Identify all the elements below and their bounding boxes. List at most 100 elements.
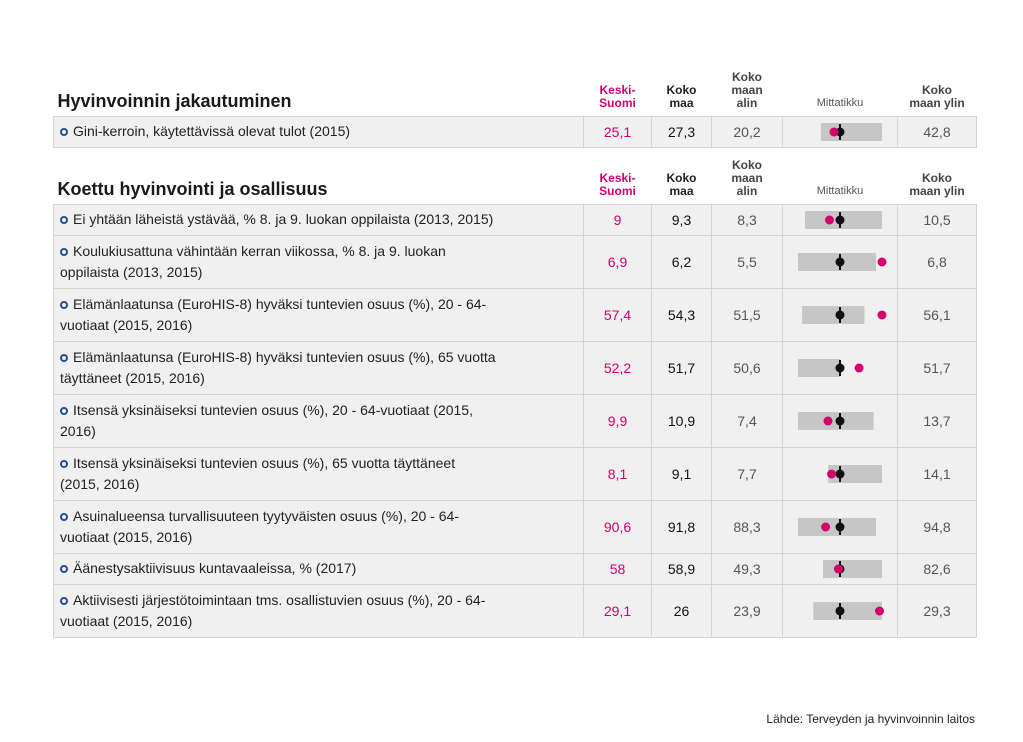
indicator-label[interactable]: Itsensä yksinäiseksi tuntevien osuus (%)…	[53, 393, 584, 448]
table-row: Koulukiusattuna vähintään kerran viikoss…	[53, 234, 977, 289]
meter-region-marker	[829, 127, 839, 136]
indicator-label-line: Aktiivisesti järjestötoimintaan tms. osa…	[73, 591, 486, 608]
indicator-label[interactable]: Itsensä yksinäiseksi tuntevien osuus (%)…	[53, 446, 584, 501]
indicator-label[interactable]: Gini-kerroin, käytettävissä olevat tulot…	[53, 115, 584, 148]
value-koko-maan-alin: 88,3	[711, 499, 783, 554]
meter-range-bar	[798, 358, 840, 377]
value-keski-suomi: 57,4	[583, 287, 652, 342]
value-koko-maa: 9,3	[651, 203, 712, 236]
meter-region-marker	[875, 606, 884, 615]
indicator-label-line: Äänestysaktiivisuus kuntavaaleissa, % (2…	[73, 560, 357, 576]
header-keski-suomi: Keski- Suomi	[583, 58, 652, 117]
meter-range-bar	[823, 559, 882, 578]
table-row: Aktiivisesti järjestötoimintaan tms. osa…	[53, 583, 977, 638]
indicator-label-line: 2016)	[60, 422, 96, 439]
indicator-label[interactable]: Elämänlaatunsa (EuroHIS-8) hyväksi tunte…	[53, 340, 584, 395]
mittatikku-cell	[782, 115, 898, 148]
value-koko-maan-ylin: 94,8	[897, 499, 977, 554]
bullet-icon	[60, 459, 68, 468]
value-koko-maan-alin: 23,9	[711, 583, 783, 638]
bullet-icon	[60, 128, 68, 136]
meter-region-marker	[821, 522, 831, 531]
meter-country-marker	[835, 606, 845, 615]
mittatikku-cell	[782, 203, 898, 236]
indicator-label[interactable]: Elämänlaatunsa (EuroHIS-8) hyväksi tunte…	[53, 287, 584, 342]
meter-country-marker	[835, 363, 845, 372]
indicator-label[interactable]: Ei yhtään läheistä ystävää, % 8. ja 9. l…	[53, 203, 584, 236]
header-keski-suomi: Keski- Suomi	[583, 150, 652, 205]
value-koko-maa: 6,2	[651, 234, 712, 289]
value-koko-maa: 26	[651, 583, 712, 638]
value-keski-suomi: 25,1	[583, 115, 652, 148]
bullet-icon	[60, 596, 68, 605]
indicator-label[interactable]: Koulukiusattuna vähintään kerran viikoss…	[53, 234, 584, 289]
value-keski-suomi: 90,6	[583, 499, 652, 554]
indicator-label[interactable]: Asuinalueensa turvallisuuteen tyytyväist…	[53, 499, 584, 554]
value-koko-maa: 58,9	[651, 552, 712, 585]
value-koko-maa: 54,3	[651, 287, 712, 342]
source-note: Lähde: Terveyden ja hyvinvoinnin laitos	[766, 712, 975, 726]
indicator-label-line: Ei yhtään läheistä ystävää, % 8. ja 9. l…	[73, 211, 494, 227]
value-keski-suomi: 9,9	[583, 393, 652, 448]
meter-region-marker	[833, 564, 843, 573]
value-koko-maan-ylin: 82,6	[897, 552, 977, 585]
indicator-label[interactable]: Aktiivisesti järjestötoimintaan tms. osa…	[53, 583, 584, 638]
header-koko-maa: Koko maa	[651, 58, 712, 117]
value-koko-maan-alin: 7,4	[711, 393, 783, 448]
bullet-icon	[60, 406, 68, 415]
value-koko-maan-alin: 20,2	[711, 115, 783, 148]
mittatikku-meter	[805, 210, 882, 229]
meter-range-bar	[802, 305, 865, 324]
value-koko-maan-ylin: 13,7	[897, 393, 977, 448]
value-koko-maan-ylin: 51,7	[897, 340, 977, 395]
indicator-label-line: oppilaista (2013, 2015)	[60, 263, 203, 280]
header-mittatikku: Mittatikku	[782, 58, 898, 117]
table-hyvinvoinnin-jakautuminen: Hyvinvoinnin jakautuminen Keski- Suomi Ko…	[53, 58, 977, 148]
section-title: Hyvinvoinnin jakautuminen	[53, 58, 584, 117]
value-koko-maa: 10,9	[651, 393, 712, 448]
value-koko-maan-ylin: 42,8	[897, 115, 977, 148]
meter-region-marker	[854, 363, 864, 372]
table-row: Äänestysaktiivisuus kuntavaaleissa, % (2…	[53, 552, 977, 585]
meter-region-marker	[825, 215, 834, 224]
mittatikku-cell	[782, 287, 898, 342]
table-row: Elämänlaatunsa (EuroHIS-8) hyväksi tunte…	[53, 340, 977, 395]
header-mittatikku: Mittatikku	[782, 150, 898, 205]
table-row: Itsensä yksinäiseksi tuntevien osuus (%)…	[53, 446, 977, 501]
value-koko-maa: 91,8	[651, 499, 712, 554]
value-koko-maan-ylin: 29,3	[897, 583, 977, 638]
indicator-label-line: Elämänlaatunsa (EuroHIS-8) hyväksi tunte…	[73, 348, 496, 365]
indicator-label-line: Itsensä yksinäiseksi tuntevien osuus (%)…	[73, 454, 456, 471]
bullet-icon	[60, 565, 68, 573]
header-koko-maan-ylin: Koko maan ylin	[897, 58, 977, 117]
mittatikku-meter	[798, 252, 887, 271]
indicator-label-line: Koulukiusattuna vähintään kerran viikoss…	[73, 242, 446, 259]
mittatikku-cell	[782, 393, 898, 448]
indicator-label-line: vuotiaat (2015, 2016)	[60, 528, 193, 545]
indicator-label-line: täyttäneet (2015, 2016)	[60, 369, 205, 386]
value-koko-maa: 51,7	[651, 340, 712, 395]
mittatikku-cell	[782, 552, 898, 585]
header-koko-maa: Koko maa	[651, 150, 712, 205]
value-koko-maan-alin: 50,6	[711, 340, 783, 395]
table-row: Gini-kerroin, käytettävissä olevat tulot…	[53, 115, 977, 148]
indicator-label[interactable]: Äänestysaktiivisuus kuntavaaleissa, % (2…	[53, 552, 584, 585]
value-koko-maan-alin: 51,5	[711, 287, 783, 342]
mittatikku-meter	[798, 411, 874, 430]
indicator-label-line: Asuinalueensa turvallisuuteen tyytyväist…	[73, 507, 459, 524]
meter-region-marker	[877, 257, 887, 266]
mittatikku-meter	[798, 517, 876, 536]
mittatikku-cell	[782, 340, 898, 395]
value-keski-suomi: 58	[583, 552, 652, 585]
value-keski-suomi: 52,2	[583, 340, 652, 395]
meter-range-bar	[828, 464, 882, 483]
bullet-icon	[60, 216, 68, 224]
mittatikku-meter	[823, 559, 882, 578]
mittatikku-meter	[798, 358, 864, 377]
value-koko-maan-alin: 5,5	[711, 234, 783, 289]
table-row: Asuinalueensa turvallisuuteen tyytyväist…	[53, 499, 977, 554]
meter-country-marker	[835, 416, 845, 425]
mittatikku-cell	[782, 234, 898, 289]
value-koko-maan-alin: 8,3	[711, 203, 783, 236]
section-title: Koettu hyvinvointi ja osallisuus	[53, 150, 584, 205]
